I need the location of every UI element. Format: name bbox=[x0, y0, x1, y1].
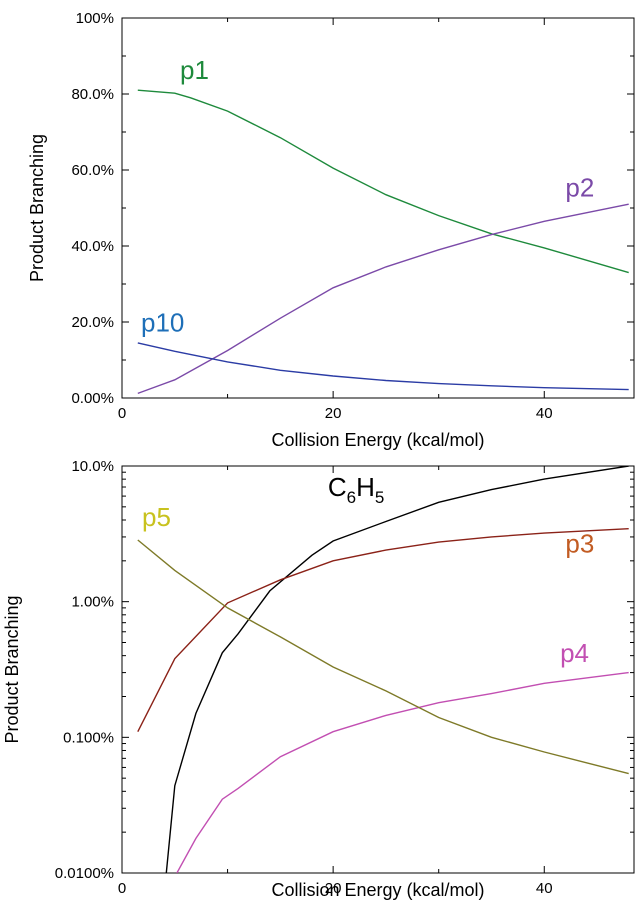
series-label-c6h5: C6H5 bbox=[328, 472, 385, 507]
plot-frame bbox=[121, 465, 635, 874]
series-label-p1: p1 bbox=[180, 55, 209, 85]
series-label-p5: p5 bbox=[142, 502, 171, 532]
x-tick-label: 0 bbox=[118, 405, 126, 422]
series-line-p2 bbox=[137, 203, 629, 395]
y-tick-label: 100% bbox=[76, 10, 114, 27]
bottom-chart: 0 20 40 0.0100% 0.100% 1.00% 10.0% Collision En… bbox=[2, 458, 635, 900]
series-line-c6h5 bbox=[165, 466, 629, 873]
y-axis-title: Product Branching bbox=[27, 134, 47, 282]
series-line-p3 bbox=[137, 528, 629, 733]
y-tick-label: 40.0% bbox=[71, 238, 114, 255]
y-tick-label: 1.00% bbox=[71, 594, 114, 611]
y-tick-label: 20.0% bbox=[71, 314, 114, 331]
series-label-p4: p4 bbox=[560, 638, 589, 668]
series-label-p3: p3 bbox=[565, 529, 594, 559]
top-chart: 0 20 40 0.00% 20.0% 40.0% 60.0% 80.0% 100% Collis… bbox=[27, 10, 635, 450]
x-axis-title: Collision Energy (kcal/mol) bbox=[271, 880, 484, 900]
x-tick-label: 0 bbox=[118, 880, 126, 897]
x-tick-label: 40 bbox=[536, 880, 553, 897]
series-label-p10: p10 bbox=[141, 308, 184, 338]
series-line-p5 bbox=[137, 539, 629, 775]
y-tick-label: 80.0% bbox=[71, 86, 114, 103]
y-tick-label: 0.100% bbox=[63, 729, 114, 746]
y-axis-title: Product Branching bbox=[2, 595, 22, 743]
y-tick-label: 10.0% bbox=[71, 458, 114, 475]
series-line-p1 bbox=[137, 89, 629, 274]
series-label-p2: p2 bbox=[565, 173, 594, 203]
series-line-p4 bbox=[176, 671, 629, 873]
x-tick-label: 20 bbox=[325, 880, 342, 897]
y-tick-label: 60.0% bbox=[71, 162, 114, 179]
x-tick-label: 20 bbox=[325, 405, 342, 422]
y-tick-label: 0.00% bbox=[71, 390, 114, 407]
x-tick-label: 40 bbox=[536, 405, 553, 422]
series-line-p10 bbox=[137, 342, 629, 391]
x-axis-title: Collision Energy (kcal/mol) bbox=[271, 430, 484, 450]
y-tick-label: 0.0100% bbox=[55, 865, 114, 882]
